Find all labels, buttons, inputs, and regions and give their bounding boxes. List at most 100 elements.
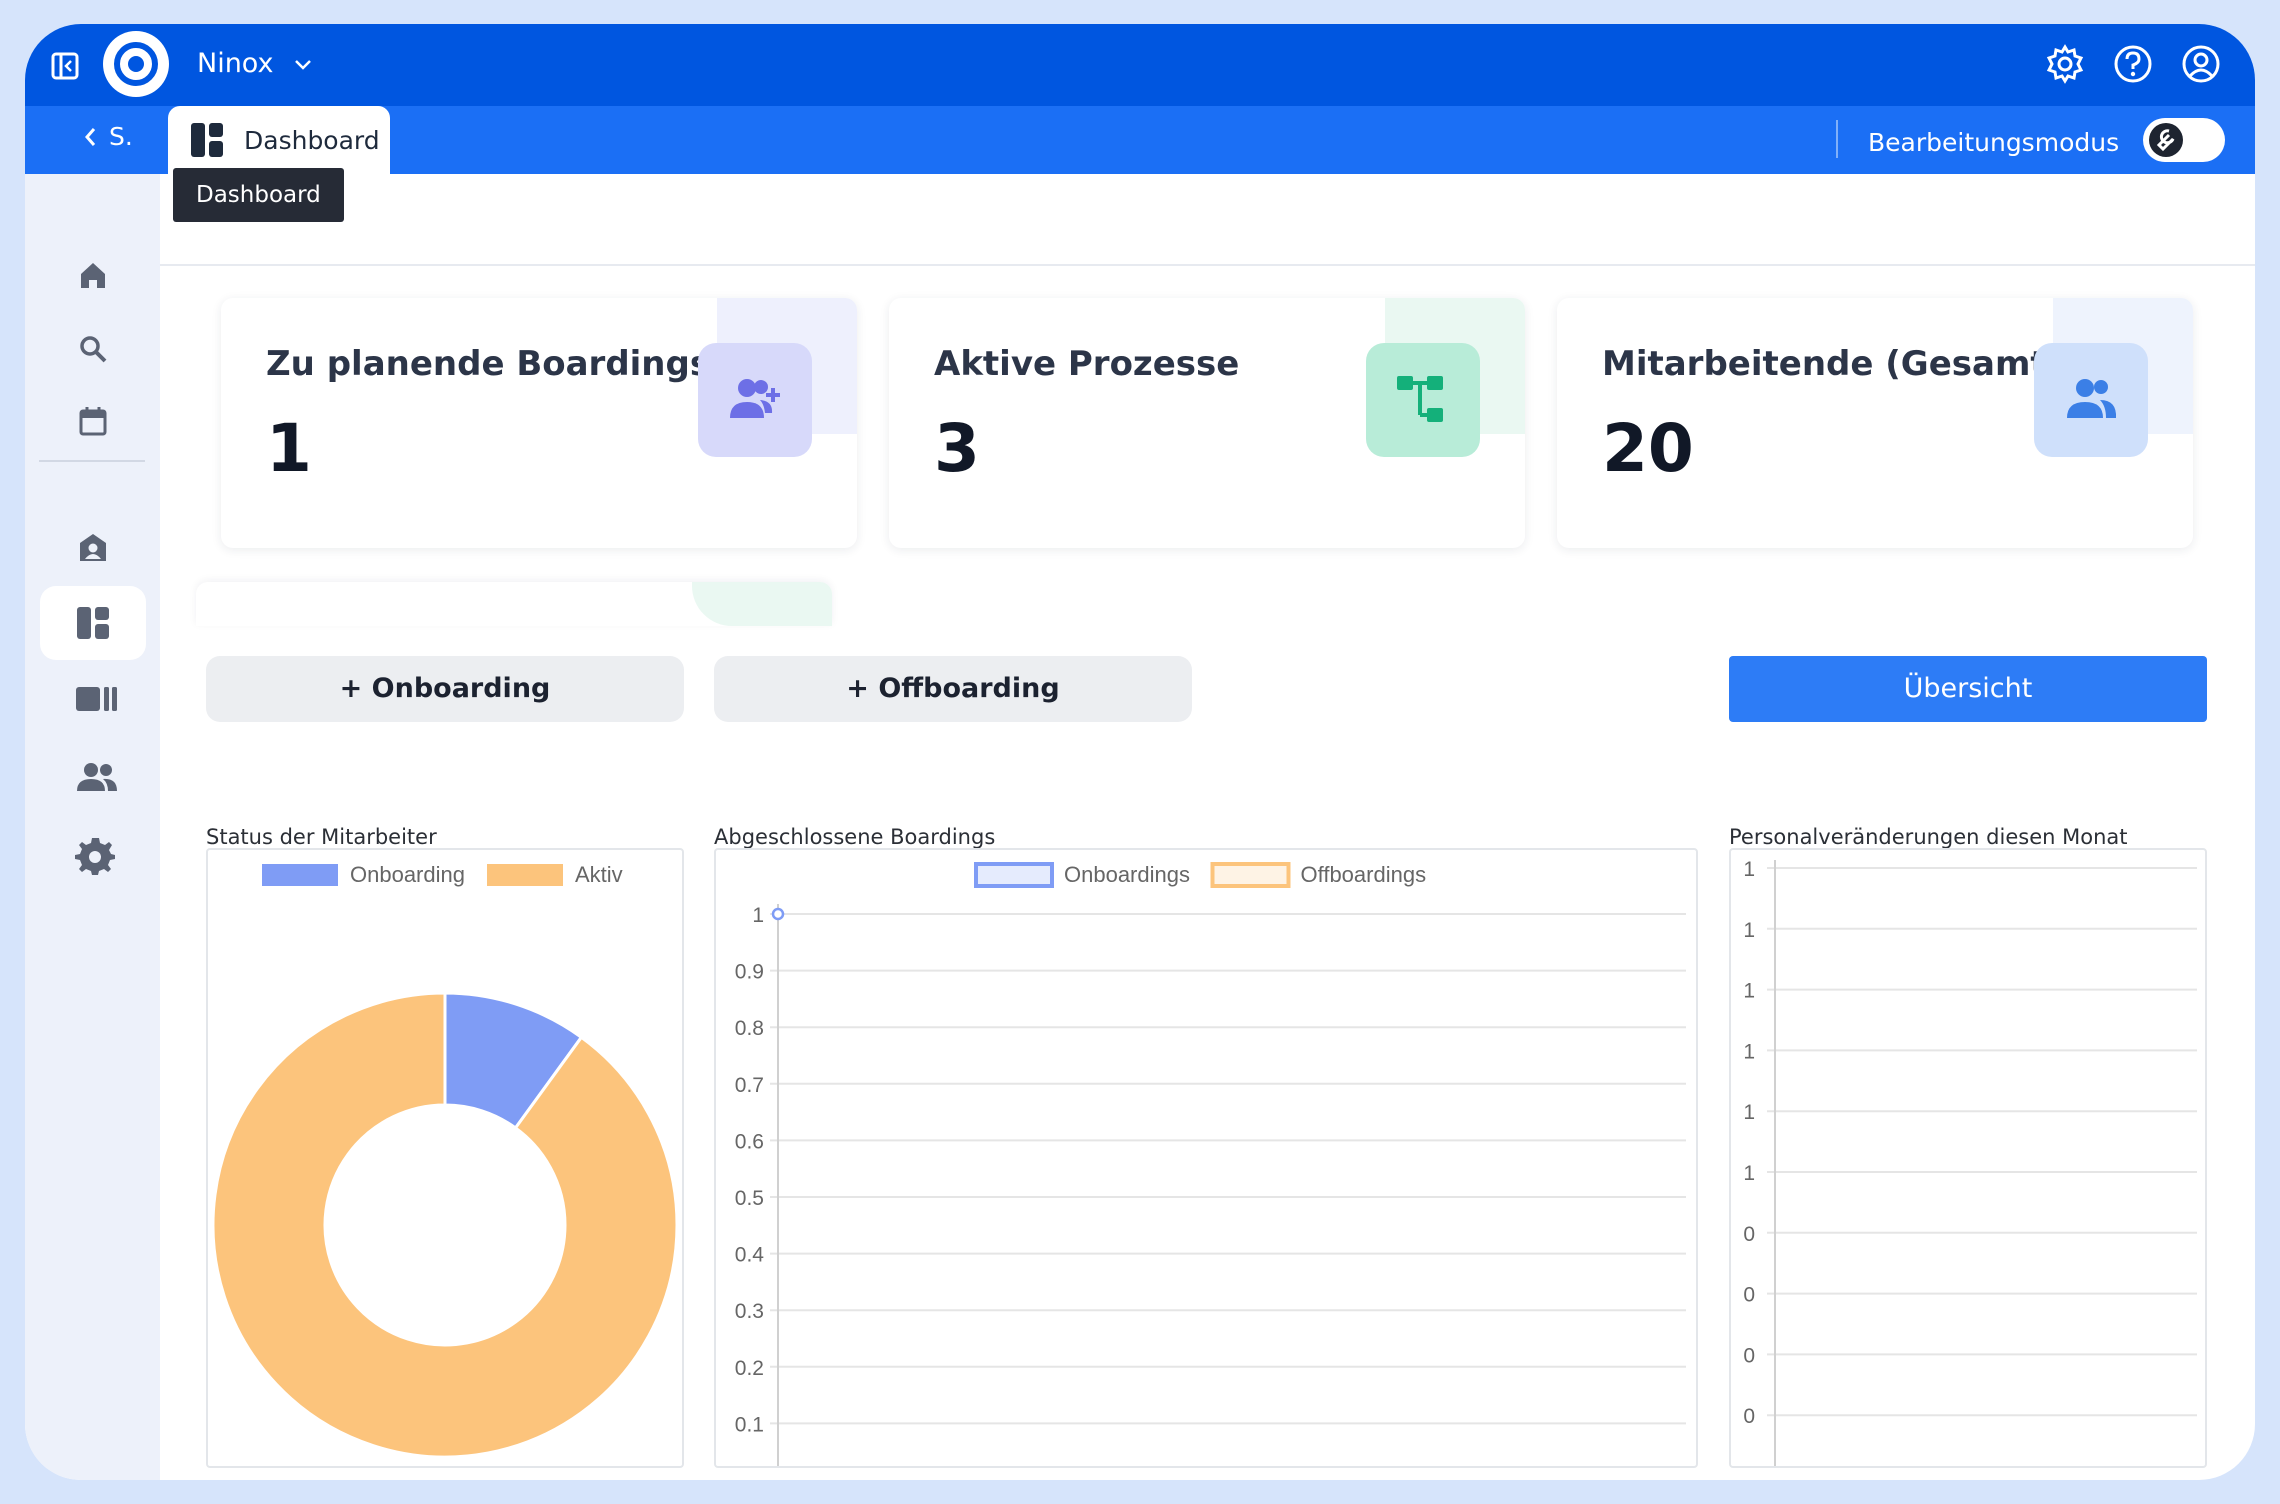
y-tick-label: 1 [1743,1040,1755,1063]
y-tick-label: 1 [752,904,764,927]
back-link[interactable]: S. [83,122,133,151]
sidebar-item-dashboard[interactable] [40,586,146,660]
chart-changes: 1 1 1 1 1 1 0 0 0 0 [1729,848,2207,1468]
sidebar-item-home[interactable] [40,238,146,312]
donut-chart: Onboarding Aktiv [211,862,679,1459]
back-link-label: S. [109,122,133,151]
card-active-processes[interactable]: Aktive Prozesse 3 [889,298,1525,548]
legend-label[interactable]: Offboardings [1301,862,1427,887]
bar-chart: 1 1 1 1 1 1 0 0 0 0 [1743,858,2197,1466]
home-icon [81,263,105,288]
card-value: 20 [1602,410,1694,487]
sidebar-item-contacts[interactable] [40,510,146,584]
y-tick-label: 1 [1743,980,1755,1003]
y-tick-label: 0.3 [735,1300,764,1323]
card-partial [196,582,832,626]
chevron-down-icon [295,59,311,70]
tab-dashboard[interactable]: Dashboard [168,106,390,174]
legend-label[interactable]: Aktiv [575,862,623,887]
legend-label[interactable]: Onboardings [1064,862,1190,887]
card-planned-boardings[interactable]: Zu planende Boardings 1 [221,298,857,548]
edit-mode-label: Bearbeitungsmodus [1868,128,2120,157]
card-icon-box [698,343,812,457]
sidebar-item-calendar[interactable] [40,384,146,458]
search-icon [80,336,107,363]
card-employees-total[interactable]: Mitarbeitende (Gesamt) 20 [1557,298,2193,548]
pie-slice-aktiv[interactable] [211,991,679,1459]
chart-status: Onboarding Aktiv [206,848,684,1468]
calendar-icon [79,407,107,436]
sidebar [25,174,160,1480]
ninox-logo-icon [114,42,158,86]
data-point-onboardings[interactable] [771,907,785,921]
dashboard-icon [191,123,223,157]
sidebar-item-search[interactable] [40,312,146,386]
y-tick-label: 0.8 [735,1017,764,1040]
y-tick-label: 0 [1743,1223,1755,1246]
card-title: Aktive Prozesse [934,344,1240,384]
wrench-icon [2156,129,2175,152]
card-value: 1 [266,410,312,487]
overview-button[interactable]: Übersicht [1729,656,2207,722]
chart-boardings: Onboardings Offboardings 1 0.9 0.8 0.7 0.6 0.5 0… [714,848,1698,1468]
users-icon [77,763,117,791]
line-chart: Onboardings Offboardings 1 0.9 0.8 0.7 0.6 0.5 0… [735,862,1686,1466]
chart-title-boardings: Abgeschlossene Boardings [714,825,996,849]
legend-swatch[interactable] [1210,862,1291,888]
sidebar-item-views[interactable] [40,662,146,736]
sidebar-item-settings[interactable] [40,816,146,890]
chevron-left-icon [85,128,96,146]
help-icon[interactable] [2113,44,2153,84]
card-title: Zu planende Boardings [266,344,711,384]
card-decoration [692,582,832,626]
top-bar: Ninox [25,24,2255,106]
y-tick-label: 0.1 [735,1413,764,1436]
add-onboarding-button[interactable]: + Onboarding [206,656,684,722]
gear-icon [75,838,115,875]
y-tick-label: 0 [1743,1405,1755,1428]
workspace-switcher[interactable]: Ninox [197,48,312,79]
process-tree-icon [1397,376,1443,422]
card-title: Mitarbeitende (Gesamt) [1602,344,2063,384]
user-account-icon[interactable] [2181,44,2221,84]
y-tick-label: 0.5 [735,1187,764,1210]
subbar-divider [1836,120,1838,158]
user-plus-icon [730,379,780,418]
toggle-knob [2149,123,2183,157]
y-tick-label: 1 [1743,1162,1755,1185]
y-tick-label: 0 [1743,1284,1755,1307]
chart-title-status: Status der Mitarbeiter [206,825,437,849]
legend-swatch[interactable] [974,862,1054,888]
y-tick-label: 1 [1743,858,1755,881]
add-offboarding-button[interactable]: + Offboarding [714,656,1192,722]
y-tick-label: 0.9 [735,961,764,984]
y-tick-label: 0.6 [735,1130,764,1153]
header-divider [160,264,2255,266]
card-icon-box [2034,343,2148,457]
y-tick-label: 0.2 [735,1357,764,1380]
page-title-chip: Dashboard [173,168,344,222]
legend-label[interactable]: Onboarding [350,862,465,887]
legend-swatch[interactable] [487,864,563,886]
y-tick-label: 0.4 [735,1244,765,1267]
sidebar-item-users[interactable] [40,740,146,814]
y-tick-label: 0.7 [735,1074,764,1097]
contact-icon [80,534,106,561]
users-icon [2067,379,2117,418]
y-tick-label: 1 [1743,1101,1755,1124]
chart-title-changes: Personalveränderungen diesen Monat [1729,825,2128,849]
sub-bar: S. Bearbeitungsmodus [25,106,2255,174]
tab-label: Dashboard [244,126,380,155]
app-logo[interactable] [103,31,169,97]
columns-icon [76,687,117,711]
card-value: 3 [934,410,980,487]
edit-mode-toggle[interactable] [2143,118,2225,162]
y-tick-label: 0 [1743,1344,1755,1367]
legend-swatch[interactable] [262,864,338,886]
dashboard-icon [77,607,109,639]
workspace-name: Ninox [197,48,274,79]
sidebar-toggle-icon[interactable] [51,52,79,80]
card-icon-box [1366,343,1480,457]
gear-icon[interactable] [2045,44,2085,84]
y-tick-label: 1 [1743,919,1755,942]
